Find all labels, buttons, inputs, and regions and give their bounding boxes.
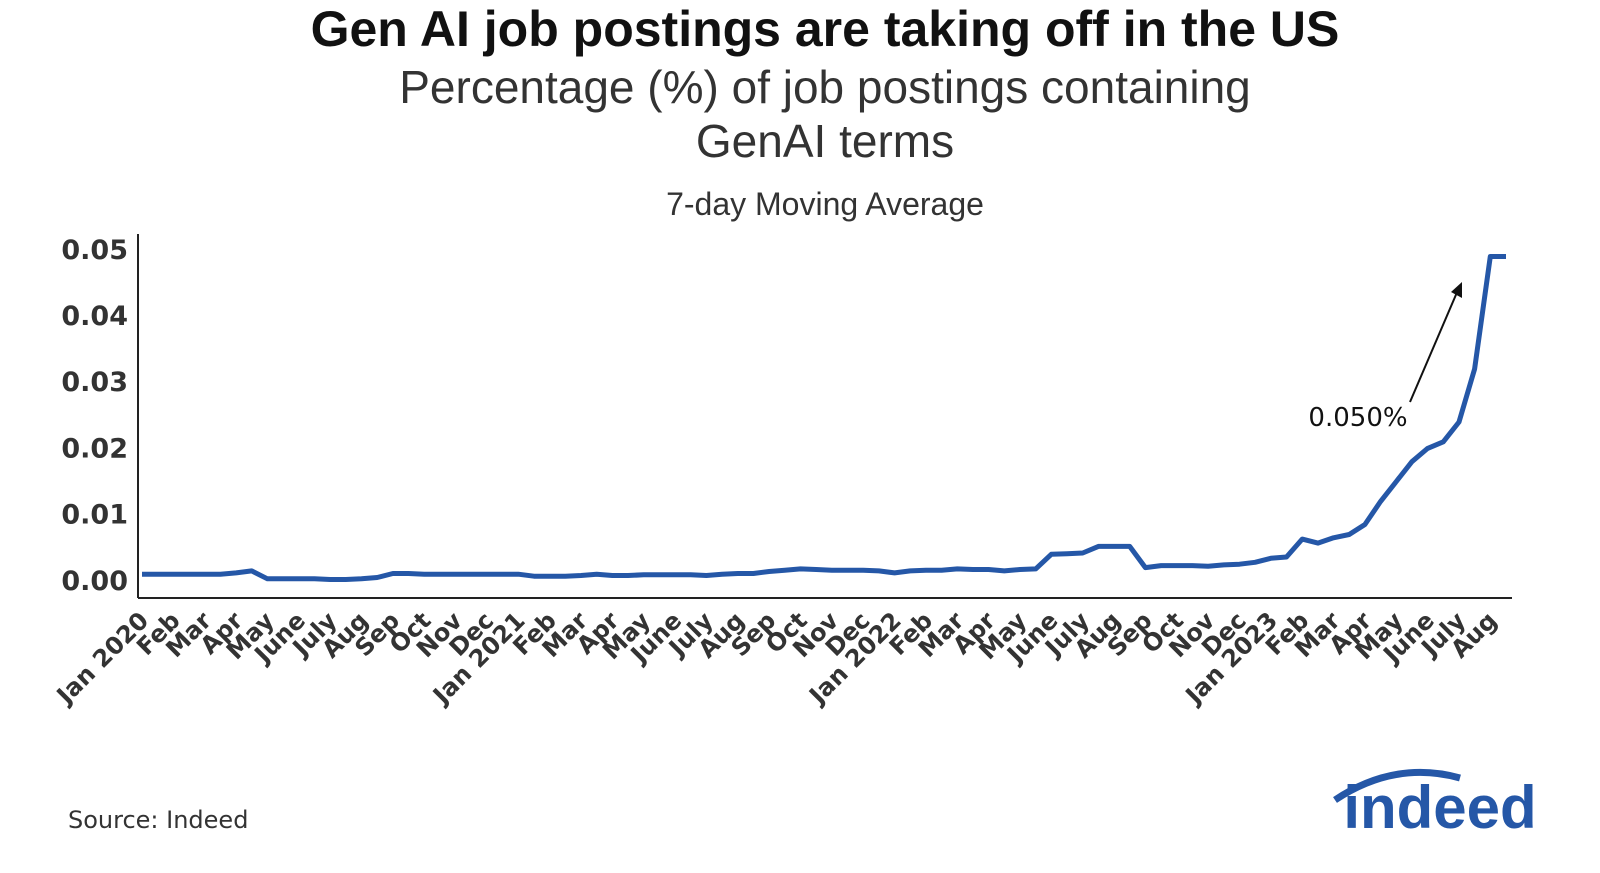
chart-title: Gen AI job postings are taking off in th…: [310, 1, 1340, 57]
y-tick-label: 0.03: [61, 367, 128, 398]
chart-subtitle: Percentage (%) of job postings containin…: [399, 61, 1251, 167]
x-tick-label: Jan 2020: [50, 606, 154, 710]
logo: indeed: [1343, 774, 1536, 841]
data-line: [142, 254, 1506, 582]
y-tick-label: 0.00: [61, 566, 128, 597]
source: Source: Indeed: [68, 806, 249, 834]
logo-arc: [1333, 768, 1461, 803]
annotation: 0.050%: [1308, 403, 1407, 433]
y-tick-label: 0.01: [61, 500, 128, 531]
y-tick-label: 0.02: [61, 433, 128, 464]
chart-caption: 7-day Moving Average: [666, 186, 984, 222]
annotation-arrow: [1409, 289, 1459, 403]
y-tick-label: 0.04: [61, 301, 128, 332]
y-tick-label: 0.05: [61, 235, 128, 266]
arrow-head: [1451, 282, 1462, 298]
